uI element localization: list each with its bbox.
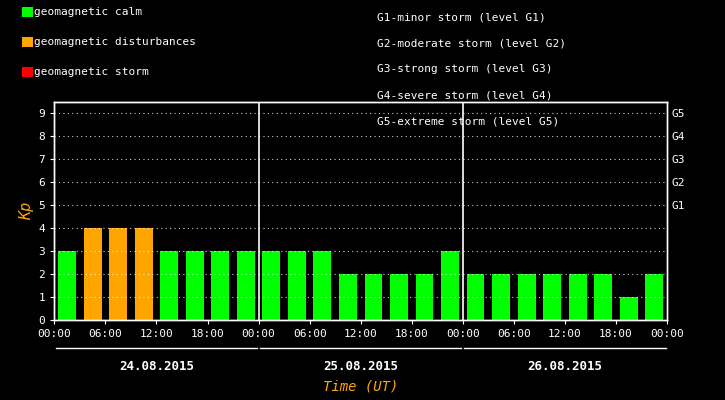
Bar — [467, 274, 484, 320]
Text: G2-moderate storm (level G2): G2-moderate storm (level G2) — [377, 38, 566, 48]
Bar — [339, 274, 357, 320]
Text: 24.08.2015: 24.08.2015 — [119, 360, 194, 373]
Bar — [543, 274, 561, 320]
Text: 26.08.2015: 26.08.2015 — [527, 360, 602, 373]
Bar — [645, 274, 663, 320]
Bar — [83, 228, 102, 320]
Text: geomagnetic disturbances: geomagnetic disturbances — [34, 37, 196, 47]
Text: G1-minor storm (level G1): G1-minor storm (level G1) — [377, 12, 546, 22]
Bar — [620, 297, 638, 320]
Bar — [288, 251, 306, 320]
Bar — [594, 274, 612, 320]
Text: G4-severe storm (level G4): G4-severe storm (level G4) — [377, 90, 552, 100]
Text: Time (UT): Time (UT) — [323, 380, 398, 394]
Bar — [262, 251, 281, 320]
Text: geomagnetic storm: geomagnetic storm — [34, 67, 149, 77]
Bar — [441, 251, 459, 320]
Text: G3-strong storm (level G3): G3-strong storm (level G3) — [377, 64, 552, 74]
Bar — [415, 274, 434, 320]
Bar — [518, 274, 536, 320]
Bar — [568, 274, 587, 320]
Bar — [365, 274, 382, 320]
Text: geomagnetic calm: geomagnetic calm — [34, 7, 142, 17]
Bar — [160, 251, 178, 320]
Bar — [58, 251, 76, 320]
Bar — [237, 251, 254, 320]
Bar — [492, 274, 510, 320]
Bar — [135, 228, 153, 320]
Bar — [390, 274, 408, 320]
Text: 25.08.2015: 25.08.2015 — [323, 360, 398, 373]
Y-axis label: Kp: Kp — [20, 202, 34, 220]
Text: G5-extreme storm (level G5): G5-extreme storm (level G5) — [377, 116, 559, 126]
Bar — [186, 251, 204, 320]
Bar — [109, 228, 127, 320]
Bar — [313, 251, 331, 320]
Bar — [212, 251, 229, 320]
